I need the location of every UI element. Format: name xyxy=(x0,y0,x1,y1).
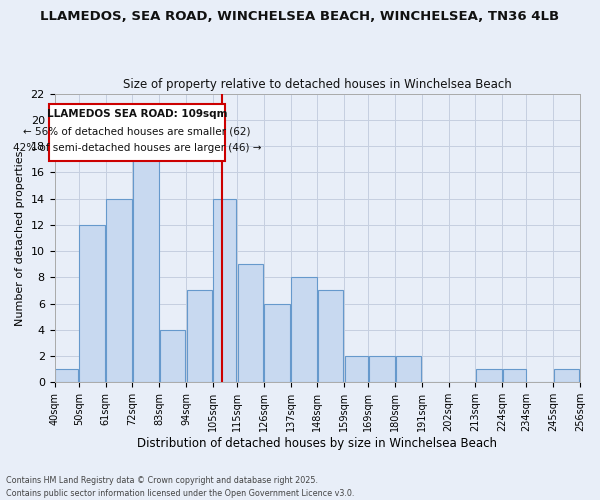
Text: LLAMEDOS, SEA ROAD, WINCHELSEA BEACH, WINCHELSEA, TN36 4LB: LLAMEDOS, SEA ROAD, WINCHELSEA BEACH, WI… xyxy=(40,10,560,23)
Bar xyxy=(133,146,158,382)
Text: LLAMEDOS SEA ROAD: 109sqm: LLAMEDOS SEA ROAD: 109sqm xyxy=(47,108,227,118)
X-axis label: Distribution of detached houses by size in Winchelsea Beach: Distribution of detached houses by size … xyxy=(137,437,497,450)
Y-axis label: Number of detached properties: Number of detached properties xyxy=(15,150,25,326)
Text: Contains HM Land Registry data © Crown copyright and database right 2025.
Contai: Contains HM Land Registry data © Crown c… xyxy=(6,476,355,498)
Bar xyxy=(318,290,343,382)
Bar xyxy=(106,198,132,382)
Bar xyxy=(554,369,580,382)
Bar xyxy=(344,356,368,382)
Bar xyxy=(291,278,317,382)
Title: Size of property relative to detached houses in Winchelsea Beach: Size of property relative to detached ho… xyxy=(123,78,512,91)
Bar xyxy=(396,356,421,382)
Text: 42% of semi-detached houses are larger (46) →: 42% of semi-detached houses are larger (… xyxy=(13,142,261,152)
Bar xyxy=(238,264,263,382)
Bar xyxy=(476,369,502,382)
Bar xyxy=(503,369,526,382)
Bar xyxy=(160,330,185,382)
Text: ← 56% of detached houses are smaller (62): ← 56% of detached houses are smaller (62… xyxy=(23,126,251,136)
Bar xyxy=(187,290,212,382)
Bar xyxy=(265,304,290,382)
Bar xyxy=(79,225,105,382)
Bar xyxy=(55,369,78,382)
Bar xyxy=(369,356,395,382)
Bar xyxy=(213,198,236,382)
